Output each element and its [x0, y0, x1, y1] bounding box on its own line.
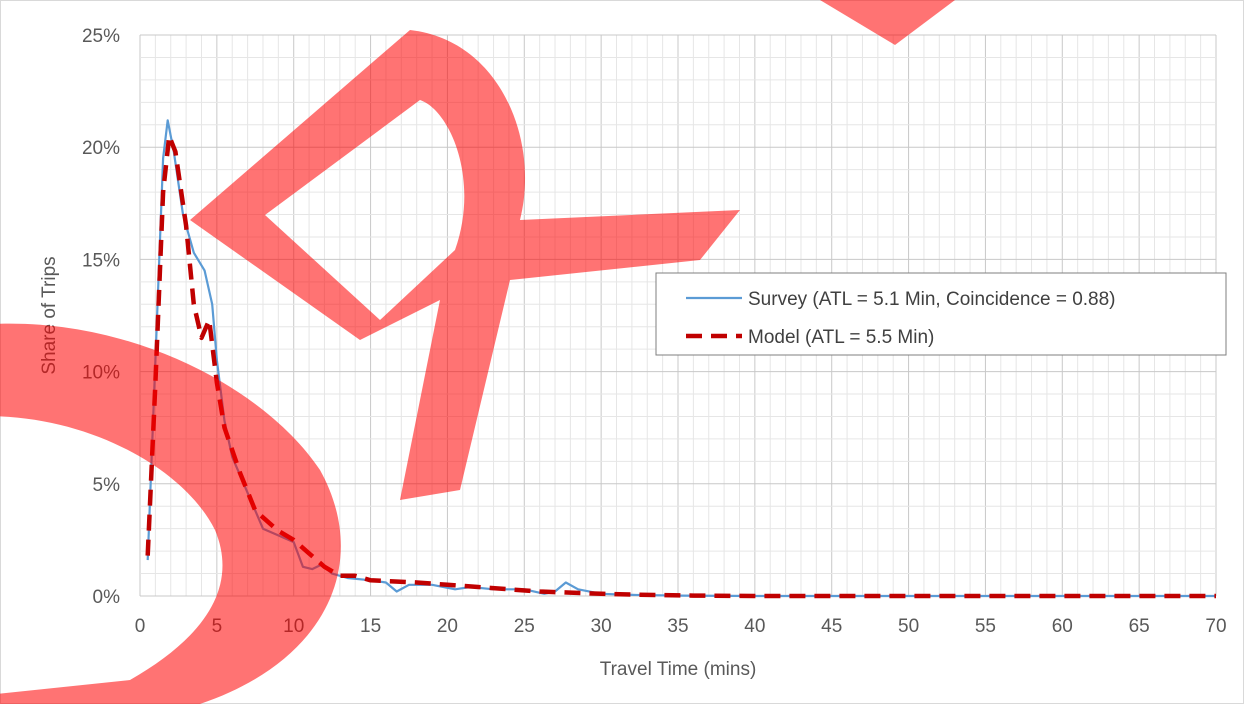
x-tick-label: 35 [667, 616, 688, 637]
x-tick-label: 15 [360, 616, 381, 637]
x-tick-label: 70 [1205, 616, 1226, 637]
x-tick-label: 65 [1129, 616, 1150, 637]
y-tick-label: 25% [82, 26, 120, 47]
x-axis-title: Travel Time (mins) [600, 659, 757, 680]
x-tick-label: 45 [821, 616, 842, 637]
legend-label-model: Model (ATL = 5.5 Min) [748, 327, 934, 348]
x-tick-label: 60 [1052, 616, 1073, 637]
legend: Survey (ATL = 5.1 Min, Coincidence = 0.8… [655, 272, 1227, 356]
x-tick-label: 55 [975, 616, 996, 637]
y-tick-label: 5% [93, 475, 121, 496]
watermark-letter-d [0, 323, 341, 704]
draft-watermark [0, 0, 955, 704]
watermark-letter-r [190, 30, 740, 500]
series-line-survey [146, 119, 1216, 598]
x-tick-label: 40 [744, 616, 765, 637]
x-tick-label: 25 [514, 616, 535, 637]
watermark-letter-a [820, 0, 955, 45]
y-tick-label: 0% [93, 587, 121, 608]
x-tick-label: 20 [437, 616, 458, 637]
x-tick-label: 30 [591, 616, 612, 637]
y-tick-label: 20% [82, 138, 120, 159]
legend-box [655, 272, 1227, 356]
y-tick-label: 15% [82, 250, 120, 271]
x-tick-label: 0 [135, 616, 146, 637]
x-tick-label: 50 [898, 616, 919, 637]
legend-label-survey: Survey (ATL = 5.1 Min, Coincidence = 0.8… [748, 289, 1116, 310]
